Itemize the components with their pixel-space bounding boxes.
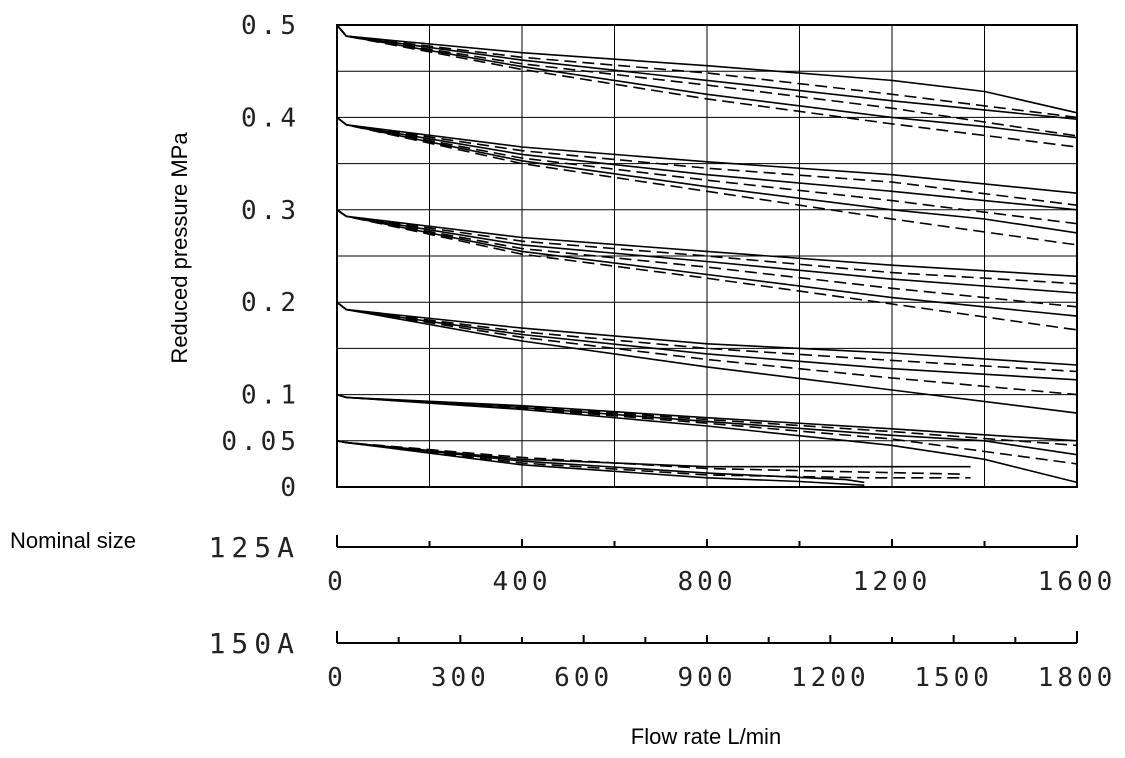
plot-frame (336, 24, 1078, 488)
x-axis-label: Flow rate L/min (631, 724, 781, 749)
nominal-size-value: 150A (209, 627, 300, 660)
curve-solid (336, 393, 1078, 484)
y-tick-labels: 0 0.05 0.1 0.2 0.3 0.4 0.5 (221, 11, 300, 503)
curve-dashed (336, 440, 971, 479)
x-tick-label: 600 (554, 663, 613, 693)
curve-dashed (336, 116, 1078, 246)
nominal-size-label: Nominal size (10, 528, 136, 553)
curve-dashed (336, 209, 1078, 331)
y-tick-label: 0.2 (241, 288, 300, 318)
x-tick-label: 400 (493, 567, 552, 597)
y-axis-label: Reduced pressure MPa (167, 132, 192, 364)
y-tick-label: 0 (280, 473, 300, 503)
x-tick-label: 0 (327, 567, 347, 597)
y-tick-label: 0.05 (221, 427, 300, 457)
x-axes: 0 400 800 1200 1600 125A 0 300 600 900 1200 1500 180… (209, 531, 1117, 693)
x-tick-label: 1200 (853, 567, 932, 597)
nominal-size-value: 125A (209, 531, 300, 564)
x-tick-label: 1500 (914, 663, 993, 693)
curve-dashed (336, 24, 1078, 119)
y-tick-label: 0.3 (241, 196, 300, 226)
curves (336, 24, 1078, 486)
x-tick-label: 1600 (1038, 567, 1117, 597)
x-tick-label: 800 (678, 567, 737, 597)
y-tick-label: 0.5 (241, 11, 300, 41)
grid (337, 25, 1077, 487)
curve-solid (336, 440, 865, 484)
curve-solid (336, 24, 1078, 139)
y-tick-label: 0.1 (241, 381, 300, 411)
curve-dashed (336, 24, 1078, 148)
x-tick-label: 1800 (1038, 663, 1117, 693)
curve-dashed (336, 24, 1078, 137)
x-tick-label: 300 (431, 663, 490, 693)
x-tick-label: 900 (678, 663, 737, 693)
x-tick-label: 0 (327, 663, 347, 693)
y-tick-label: 0.4 (241, 103, 300, 133)
x-tick-label: 1200 (791, 663, 870, 693)
curve-solid (336, 440, 865, 486)
curve-solid (336, 301, 1078, 414)
